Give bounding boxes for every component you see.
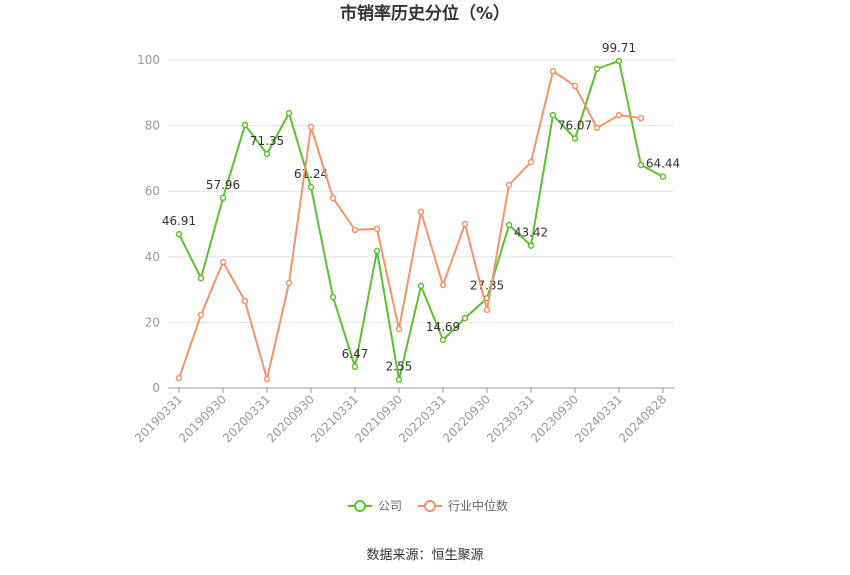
point	[637, 161, 645, 169]
point	[593, 124, 601, 132]
point	[329, 194, 337, 202]
y-tick-label: 100	[137, 53, 160, 67]
point	[505, 181, 513, 189]
x-tick-label: 20240828	[616, 392, 669, 445]
point	[395, 325, 403, 333]
point	[527, 158, 535, 166]
point	[241, 297, 249, 305]
legend-label: 公司	[378, 499, 402, 513]
point	[593, 65, 601, 73]
point	[263, 150, 271, 158]
point	[307, 183, 315, 191]
point	[373, 247, 381, 255]
value-label: 76.07	[558, 118, 592, 132]
point	[285, 279, 293, 287]
value-label: 2.55	[386, 360, 413, 374]
value-label: 71.35	[250, 134, 284, 148]
point	[395, 376, 403, 383]
y-tick-label: 40	[145, 250, 160, 264]
point	[219, 258, 227, 266]
point	[549, 67, 557, 75]
point	[505, 221, 513, 229]
value-label: 43.42	[514, 226, 548, 240]
y-tick-label: 80	[145, 119, 160, 133]
point	[659, 173, 667, 180]
point	[219, 194, 227, 202]
y-tick-label: 20	[145, 315, 160, 329]
y-tick-label: 0	[152, 381, 160, 395]
source: 数据来源：恒生聚源	[366, 548, 483, 563]
point	[439, 281, 447, 289]
series-line	[178, 69, 642, 380]
legend-marker	[424, 500, 436, 512]
point	[527, 242, 535, 249]
point	[373, 225, 381, 233]
series-line	[178, 59, 664, 380]
point	[175, 374, 183, 382]
point	[417, 208, 425, 216]
point	[483, 306, 491, 314]
legend-marker	[354, 500, 366, 512]
point	[549, 111, 557, 119]
point	[241, 121, 249, 129]
value-label: 27.35	[470, 278, 504, 292]
point	[329, 293, 337, 301]
value-label: 61.24	[294, 167, 328, 181]
legend-label: 行业中位数	[448, 498, 508, 513]
point	[351, 226, 359, 234]
point	[351, 363, 359, 371]
y-tick-label: 60	[145, 184, 160, 198]
value-label: 99.71	[602, 41, 636, 55]
point	[197, 274, 205, 282]
value-label: 57.96	[206, 178, 240, 192]
point	[615, 57, 623, 65]
point	[439, 336, 447, 344]
point	[571, 82, 579, 90]
value-label: 14.69	[426, 320, 460, 334]
point	[615, 111, 623, 119]
value-label: 46.91	[162, 214, 196, 228]
point	[263, 375, 271, 383]
chart-title: 市销率历史分位（%）	[340, 3, 510, 24]
point	[197, 311, 205, 319]
point	[307, 123, 315, 131]
point	[571, 135, 579, 142]
point	[285, 109, 293, 117]
point	[461, 220, 469, 228]
point	[461, 314, 469, 322]
point	[175, 230, 183, 238]
value-label: 64.44	[646, 157, 680, 171]
value-label: 6.47	[342, 347, 369, 361]
point	[637, 114, 645, 122]
point	[417, 282, 425, 290]
